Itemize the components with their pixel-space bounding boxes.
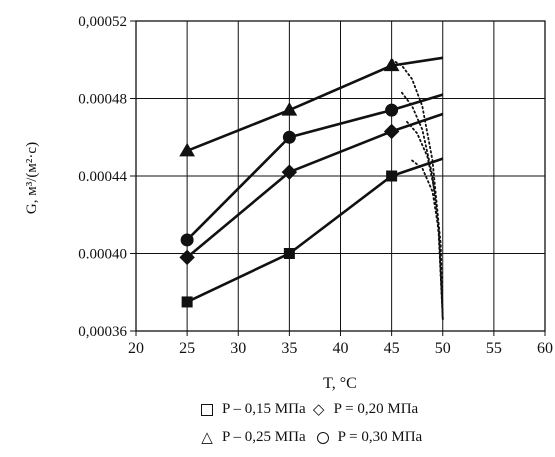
data-point-circle	[180, 233, 194, 247]
circle-marker-icon	[314, 428, 332, 446]
y-axis-label: G, м³/(м²·с)	[24, 142, 40, 214]
triangle-marker-icon: △	[201, 428, 213, 446]
x-tick-labels: 20 25 30 35 40 45 50 55 60	[128, 340, 553, 357]
data-point-circle	[282, 130, 296, 144]
data-point-circle	[385, 103, 399, 117]
data-point-square	[386, 170, 398, 182]
legend-label-p015: P – 0,15 МПа	[222, 400, 306, 417]
dotted-boundary-curve	[406, 120, 444, 321]
x-tick-label: 45	[384, 340, 400, 357]
data-point-diamond	[179, 249, 195, 266]
x-tick-label: 20	[128, 340, 144, 357]
data-point-square	[283, 248, 295, 259]
data-point-triangle	[383, 57, 400, 72]
legend-row-2: △ P – 0,25 МПа P = 0,30 МПа	[198, 428, 422, 446]
legend-label-p030: P = 0,30 МПа	[337, 428, 423, 445]
legend-label-p025: P – 0,25 МПа	[222, 428, 306, 445]
plot-frame	[135, 20, 546, 332]
square-marker-icon	[198, 400, 216, 418]
axes	[130, 20, 546, 336]
x-tick-label: 40	[333, 340, 349, 357]
y-tick-label: 0.00044	[78, 169, 127, 185]
y-tick-label: 0.00048	[78, 92, 127, 108]
series-markers	[179, 57, 400, 308]
data-point-triangle	[281, 102, 298, 116]
data-point-triangle	[179, 142, 195, 157]
x-tick-label: 60	[537, 340, 553, 357]
series-line-diamond	[186, 112, 444, 259]
series-line-square	[186, 157, 444, 304]
data-point-diamond	[281, 164, 298, 180]
chart: 20 25 30 35 40 45 50 55 60 0,00036 0.00040 0.00044…	[24, 14, 553, 392]
y-tick-label: 0,00036	[78, 324, 127, 340]
y-tick-labels: 0,00036 0.00040 0.00044 0.00048 0,00052	[78, 14, 127, 340]
y-tick-label: 0.00040	[78, 247, 127, 263]
data-point-diamond	[383, 123, 400, 140]
y-tick-label: 0,00052	[78, 14, 127, 30]
x-tick-label: 55	[486, 340, 502, 357]
x-tick-label: 30	[230, 340, 246, 357]
x-axis-label: T, °C	[323, 375, 357, 392]
series-line-circle	[186, 93, 444, 241]
legend-label-p020: P = 0,20 МПа	[333, 400, 419, 417]
x-tick-label: 35	[281, 340, 297, 357]
series-lines	[186, 56, 444, 304]
legend-row-1: P – 0,15 МПа ◇ P = 0,20 МПа	[198, 400, 418, 418]
x-tick-label: 50	[435, 340, 451, 357]
grid	[135, 20, 546, 332]
x-tick-label: 25	[179, 340, 195, 357]
data-point-square	[181, 296, 193, 308]
diamond-marker-icon: ◇	[312, 400, 325, 418]
series-line-triangle	[186, 56, 443, 153]
